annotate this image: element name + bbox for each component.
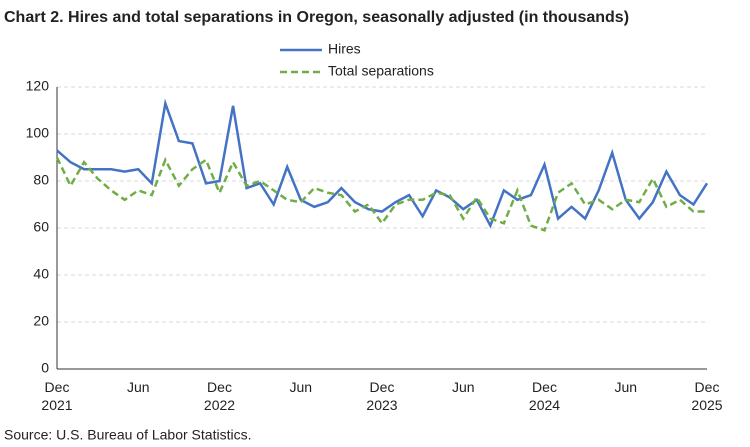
y-tick-label: 0 bbox=[41, 360, 49, 376]
y-tick-label: 40 bbox=[33, 266, 49, 282]
source: Source: U.S. Bureau of Labor Statistics. bbox=[4, 427, 251, 443]
x-tick-label: Dec 2023 bbox=[366, 379, 398, 413]
x-tick-label: Dec 2022 bbox=[203, 379, 236, 413]
y-tick-label: 100 bbox=[26, 125, 50, 141]
x-tick-label: Jun bbox=[126, 379, 150, 395]
x-tick-label: Dec 2021 bbox=[41, 379, 73, 413]
y-tick-label: 20 bbox=[33, 313, 49, 329]
series-line bbox=[56, 98, 709, 229]
y-tick-label: 60 bbox=[33, 219, 49, 235]
x-tick-label: Jun bbox=[614, 379, 638, 395]
series-line bbox=[55, 156, 707, 232]
y-tick-label: 120 bbox=[26, 78, 50, 94]
chart-title: Chart 2. Hires and total separations in … bbox=[4, 9, 629, 26]
legend-label: Total separations bbox=[328, 63, 434, 79]
x-tick-label: Dec 2025 bbox=[691, 379, 723, 413]
y-tick-label: 80 bbox=[33, 172, 49, 188]
x-tick-label: Jun bbox=[451, 379, 475, 395]
x-tick-label: Dec 2024 bbox=[528, 379, 561, 413]
x-tick-label: Jun bbox=[289, 379, 313, 395]
legend-label: Hires bbox=[328, 41, 361, 57]
